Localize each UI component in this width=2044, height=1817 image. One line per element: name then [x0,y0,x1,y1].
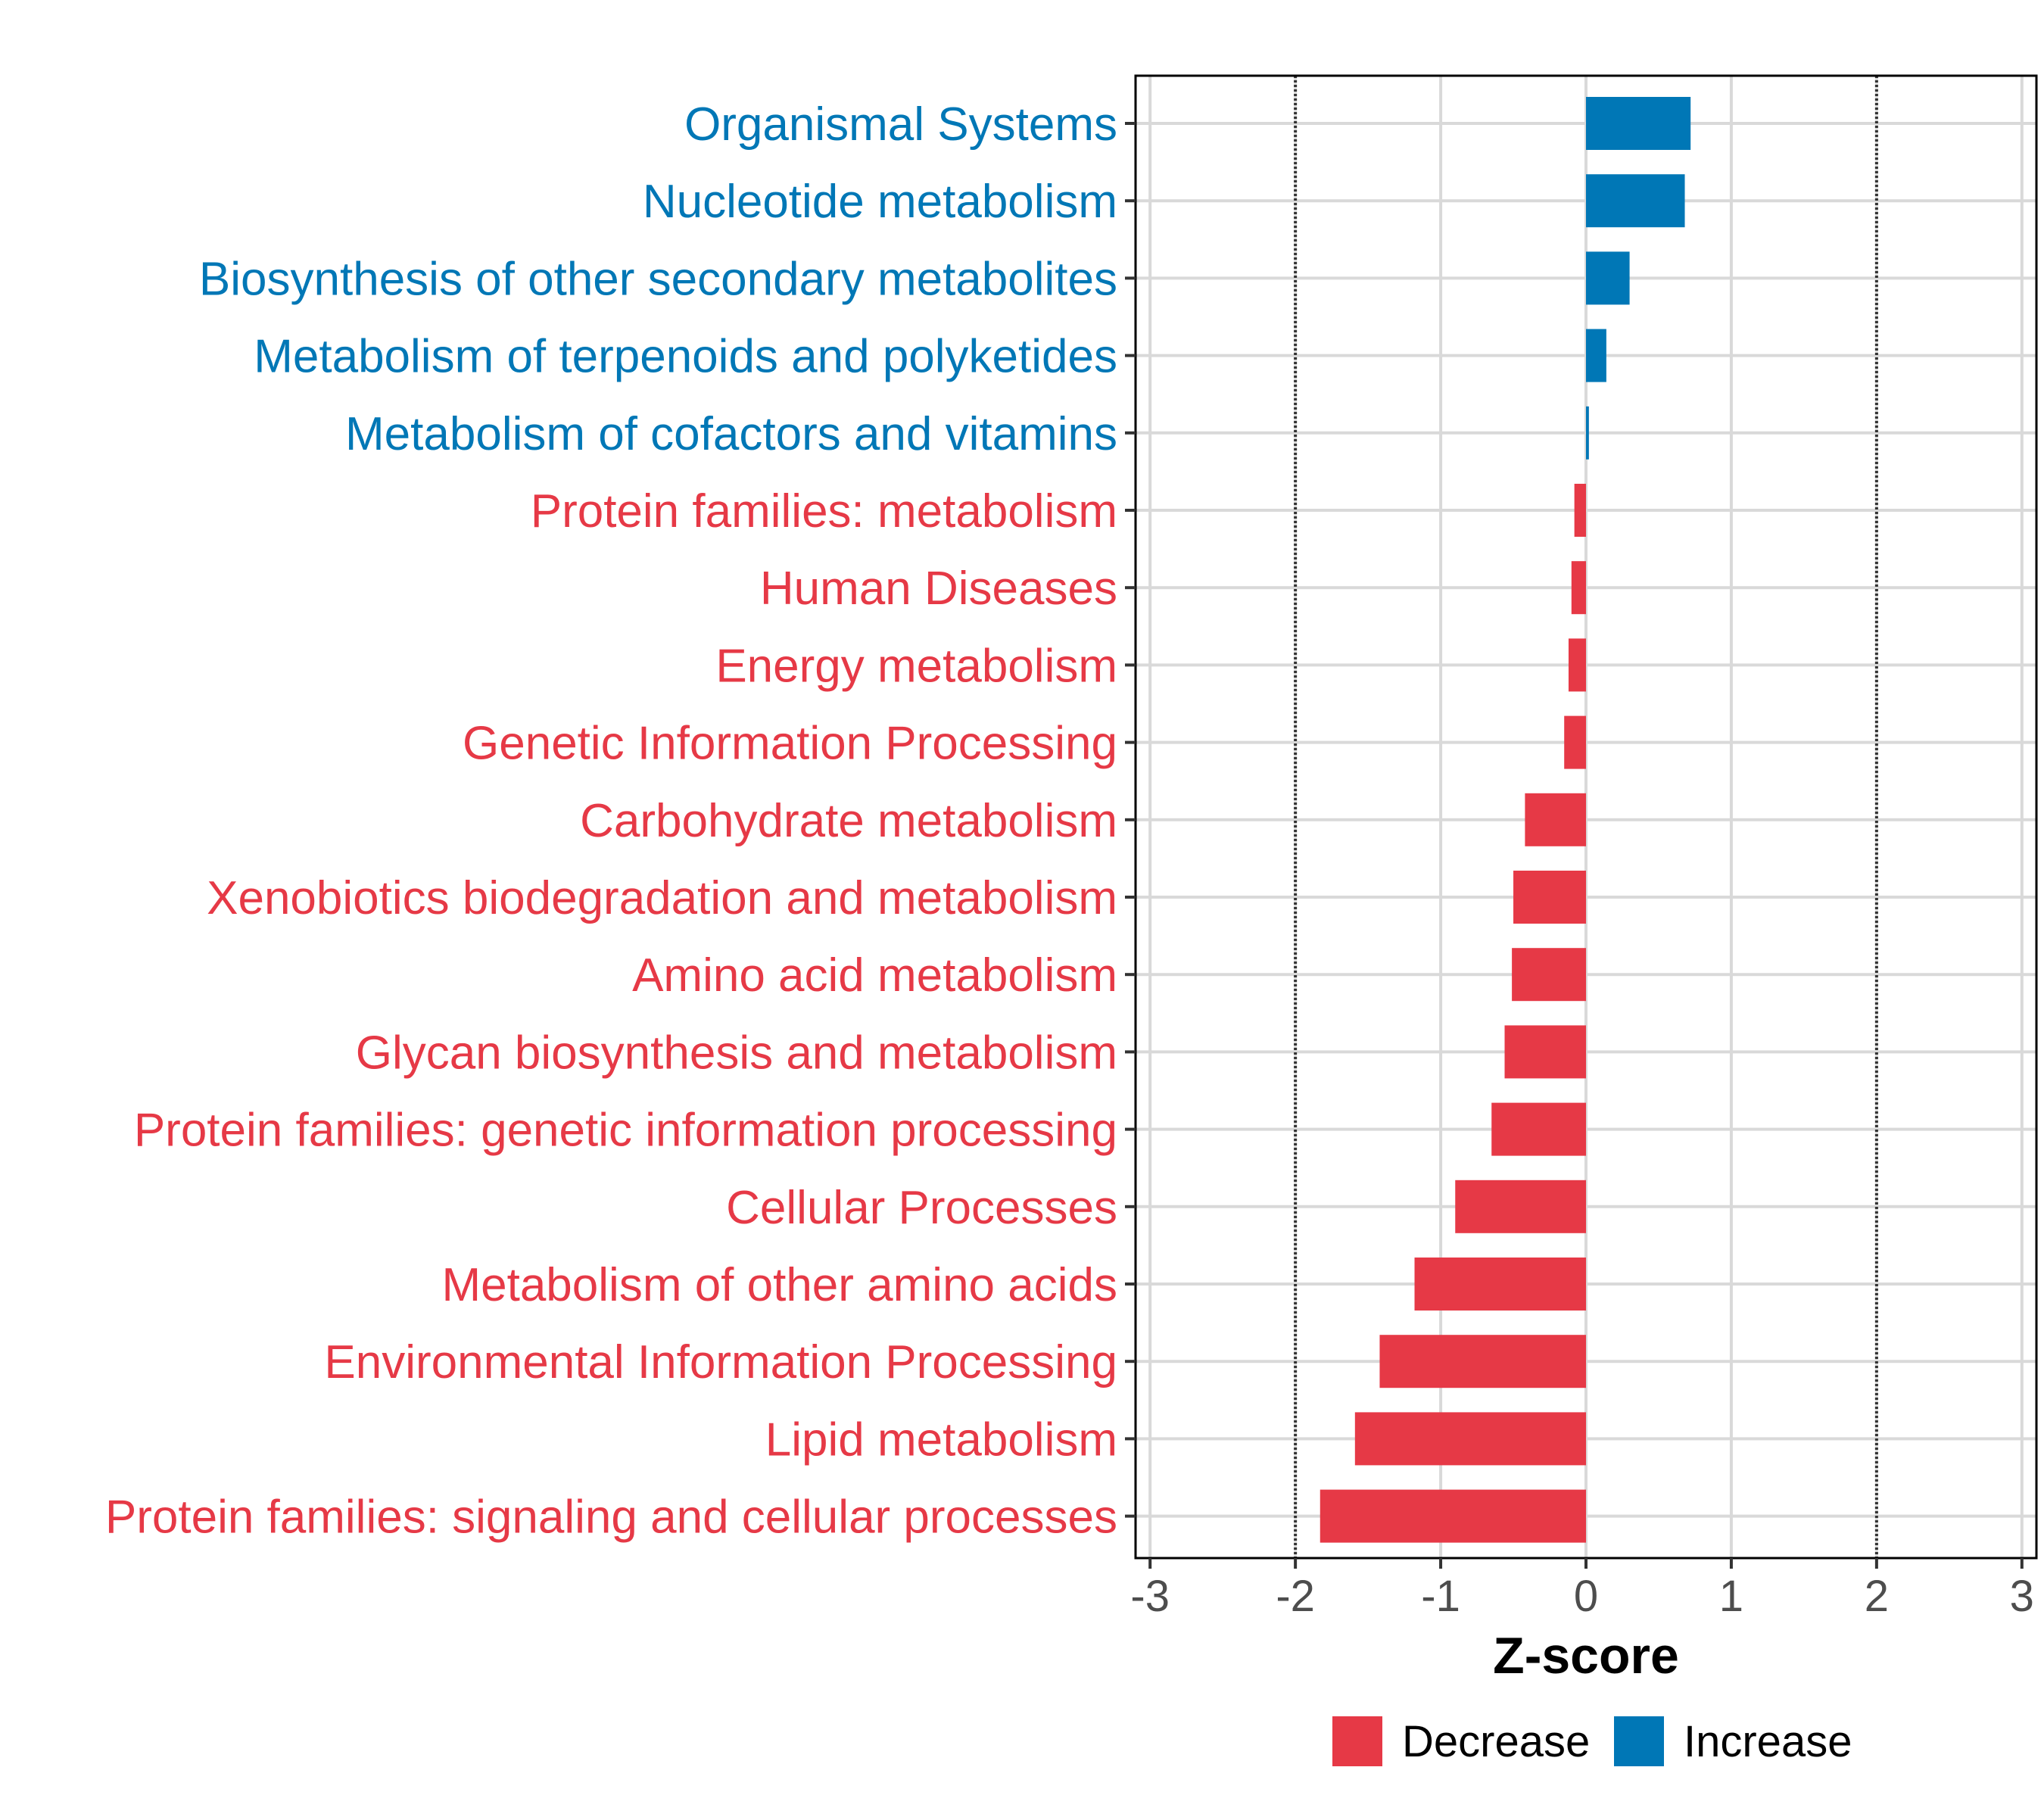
category-label: Organismal Systems [684,98,1117,151]
bars [1320,97,1691,1543]
legend-label: Increase [1684,1717,1852,1766]
x-tick-label: 3 [2010,1572,2034,1621]
reference-lines [1294,76,1878,1558]
bar [1525,793,1586,846]
x-tick-label: 1 [1719,1572,1743,1621]
category-label: Human Diseases [760,563,1117,615]
category-label: Protein families: metabolism [531,485,1117,538]
bar [1491,1102,1586,1156]
x-tick-label: 2 [1865,1572,1889,1621]
legend-key [1332,1716,1382,1766]
x-tick-label: -3 [1130,1572,1170,1621]
legend-key [1614,1716,1664,1766]
y-ticks [1125,122,1136,1518]
bar [1414,1258,1586,1311]
legend-label: Decrease [1402,1717,1590,1766]
category-label: Metabolism of cofactors and vitamins [345,408,1117,460]
bar [1354,1412,1586,1466]
category-label: Nucleotide metabolism [643,176,1117,228]
legend: Decrease Increase [1332,1716,1852,1766]
bar [1586,97,1691,150]
bar [1320,1489,1586,1543]
bar [1379,1335,1586,1388]
bar [1564,715,1586,769]
category-label: Glycan biosynthesis and metabolism [356,1027,1117,1079]
x-axis-title: Z-score [1493,1627,1679,1685]
bar [1455,1180,1586,1233]
bar [1586,329,1606,382]
bar [1513,871,1586,924]
category-label: Protein families: genetic information pr… [134,1105,1117,1157]
x-tick-label: 0 [1574,1572,1598,1621]
category-label: Environmental Information Processing [324,1336,1117,1388]
bar [1586,406,1589,460]
x-tick-label: -1 [1421,1572,1460,1621]
category-label: Amino acid metabolism [632,949,1117,1002]
category-label: Energy metabolism [715,640,1117,692]
category-label: Metabolism of terpenoids and polyketides [254,331,1117,383]
bar [1512,948,1586,1002]
category-label: Biosynthesis of other secondary metaboli… [199,253,1117,305]
category-label: Genetic Information Processing [463,718,1117,770]
bar [1504,1025,1586,1079]
x-tick-label: -2 [1276,1572,1315,1621]
category-label: Lipid metabolism [765,1413,1117,1466]
bar [1571,561,1586,615]
bar [1586,251,1630,305]
category-label: Metabolism of other amino acids [441,1259,1117,1311]
category-label: Xenobiotics biodegradation and metabolis… [207,872,1117,924]
category-label: Cellular Processes [726,1182,1117,1234]
x-ticks: -3 -2 -1 0 1 2 3 [1130,1558,2034,1621]
bar [1568,638,1586,692]
category-label: Carbohydrate metabolism [580,795,1117,847]
bar [1574,484,1586,537]
category-label: Protein families: signaling and cellular… [105,1491,1117,1544]
bar [1586,174,1685,228]
category-labels: Organismal Systems Nucleotide metabolism B… [105,98,1117,1544]
